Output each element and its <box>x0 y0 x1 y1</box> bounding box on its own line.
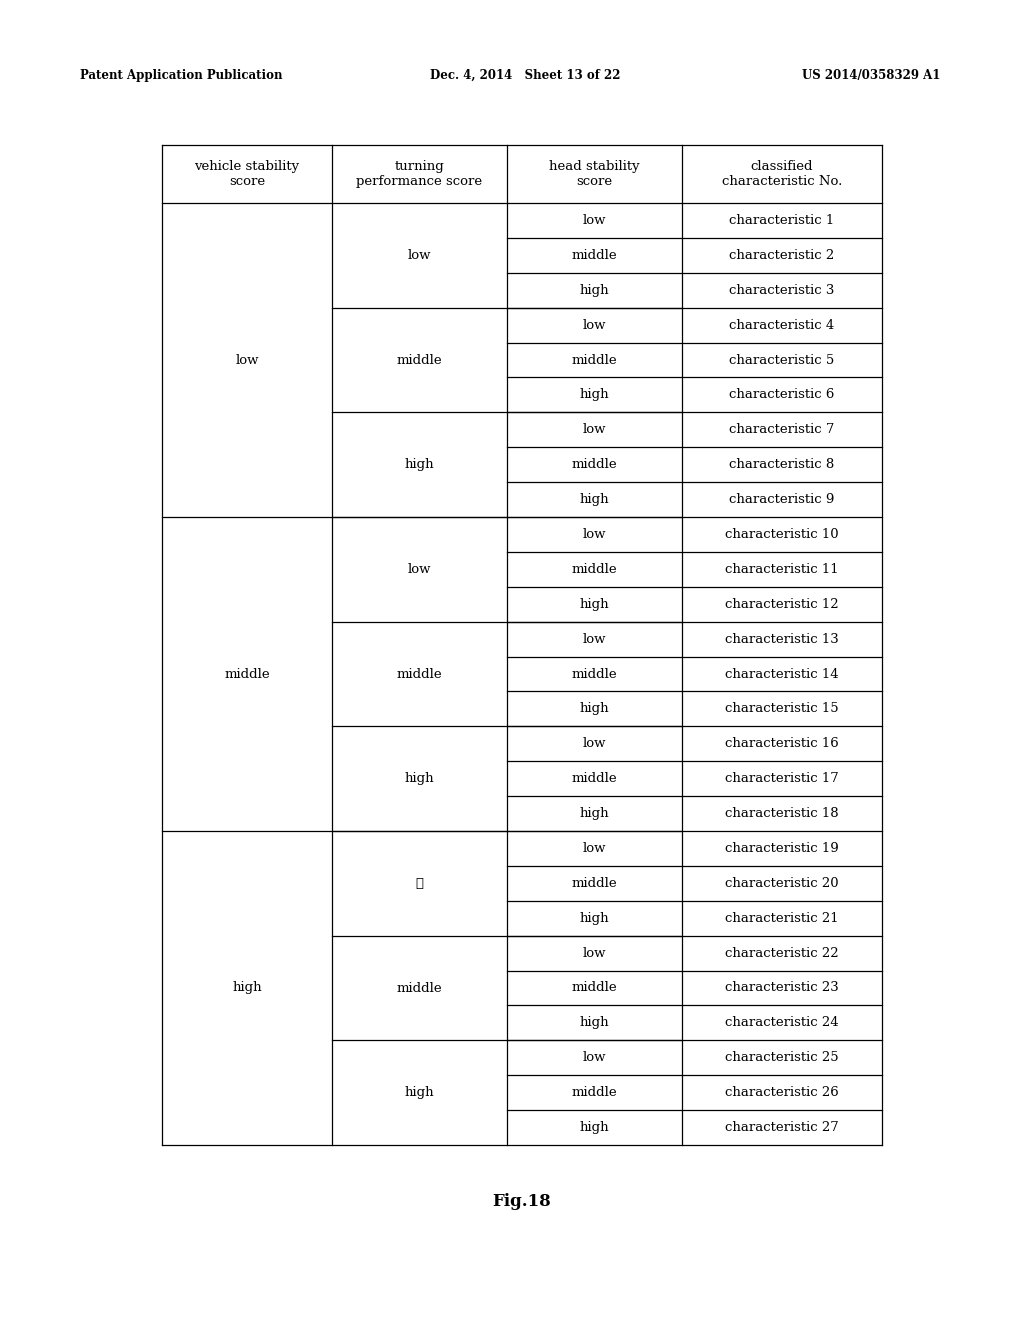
Text: middle: middle <box>571 668 617 681</box>
Text: characteristic 16: characteristic 16 <box>725 738 839 750</box>
Text: low: low <box>583 424 606 437</box>
Text: middle: middle <box>571 458 617 471</box>
Text: vehicle stability
score: vehicle stability score <box>195 160 300 187</box>
Text: middle: middle <box>571 876 617 890</box>
Text: high: high <box>580 1016 609 1030</box>
Text: characteristic 1: characteristic 1 <box>729 214 835 227</box>
Text: high: high <box>232 982 262 994</box>
Text: high: high <box>580 912 609 925</box>
Text: head stability
score: head stability score <box>549 160 640 187</box>
Text: characteristic 5: characteristic 5 <box>729 354 835 367</box>
Text: high: high <box>580 1121 609 1134</box>
Text: middle: middle <box>396 354 442 367</box>
Text: high: high <box>580 388 609 401</box>
Text: high: high <box>580 807 609 820</box>
Text: characteristic 4: characteristic 4 <box>729 318 835 331</box>
Text: low: low <box>583 318 606 331</box>
Text: high: high <box>580 598 609 611</box>
Text: low: low <box>583 528 606 541</box>
Text: characteristic 15: characteristic 15 <box>725 702 839 715</box>
Text: middle: middle <box>571 982 617 994</box>
Text: low: low <box>408 249 431 261</box>
Text: middle: middle <box>224 668 269 681</box>
Text: characteristic 11: characteristic 11 <box>725 562 839 576</box>
Text: characteristic 9: characteristic 9 <box>729 494 835 506</box>
Text: characteristic 18: characteristic 18 <box>725 807 839 820</box>
Text: characteristic 8: characteristic 8 <box>729 458 835 471</box>
Text: characteristic 25: characteristic 25 <box>725 1051 839 1064</box>
Text: 低: 低 <box>416 876 424 890</box>
Text: high: high <box>580 702 609 715</box>
Text: low: low <box>236 354 259 367</box>
Text: high: high <box>404 772 434 785</box>
Text: characteristic 7: characteristic 7 <box>729 424 835 437</box>
Text: characteristic 6: characteristic 6 <box>729 388 835 401</box>
Text: high: high <box>404 1086 434 1100</box>
Text: Dec. 4, 2014   Sheet 13 of 22: Dec. 4, 2014 Sheet 13 of 22 <box>430 69 621 82</box>
Text: characteristic 13: characteristic 13 <box>725 632 839 645</box>
Text: high: high <box>580 494 609 506</box>
Text: middle: middle <box>571 772 617 785</box>
Text: middle: middle <box>396 668 442 681</box>
Text: characteristic 17: characteristic 17 <box>725 772 839 785</box>
Text: characteristic 19: characteristic 19 <box>725 842 839 855</box>
Text: characteristic 23: characteristic 23 <box>725 982 839 994</box>
Text: turning
performance score: turning performance score <box>356 160 482 187</box>
Text: characteristic 14: characteristic 14 <box>725 668 839 681</box>
Text: middle: middle <box>571 1086 617 1100</box>
Text: Patent Application Publication: Patent Application Publication <box>80 69 283 82</box>
Text: middle: middle <box>571 562 617 576</box>
Text: middle: middle <box>571 354 617 367</box>
Text: low: low <box>583 738 606 750</box>
Text: characteristic 24: characteristic 24 <box>725 1016 839 1030</box>
Text: middle: middle <box>396 982 442 994</box>
Text: low: low <box>583 214 606 227</box>
Text: low: low <box>583 1051 606 1064</box>
Text: high: high <box>404 458 434 471</box>
Text: middle: middle <box>571 249 617 261</box>
Text: low: low <box>583 842 606 855</box>
Text: characteristic 22: characteristic 22 <box>725 946 839 960</box>
Text: Fig.18: Fig.18 <box>493 1193 551 1210</box>
Text: characteristic 12: characteristic 12 <box>725 598 839 611</box>
Text: US 2014/0358329 A1: US 2014/0358329 A1 <box>802 69 940 82</box>
Text: low: low <box>408 562 431 576</box>
Text: characteristic 26: characteristic 26 <box>725 1086 839 1100</box>
Text: classified
characteristic No.: classified characteristic No. <box>722 160 842 187</box>
Text: characteristic 2: characteristic 2 <box>729 249 835 261</box>
Text: characteristic 10: characteristic 10 <box>725 528 839 541</box>
Text: low: low <box>583 632 606 645</box>
Text: characteristic 27: characteristic 27 <box>725 1121 839 1134</box>
Text: characteristic 21: characteristic 21 <box>725 912 839 925</box>
Text: characteristic 20: characteristic 20 <box>725 876 839 890</box>
Text: characteristic 3: characteristic 3 <box>729 284 835 297</box>
Text: low: low <box>583 946 606 960</box>
Text: high: high <box>580 284 609 297</box>
